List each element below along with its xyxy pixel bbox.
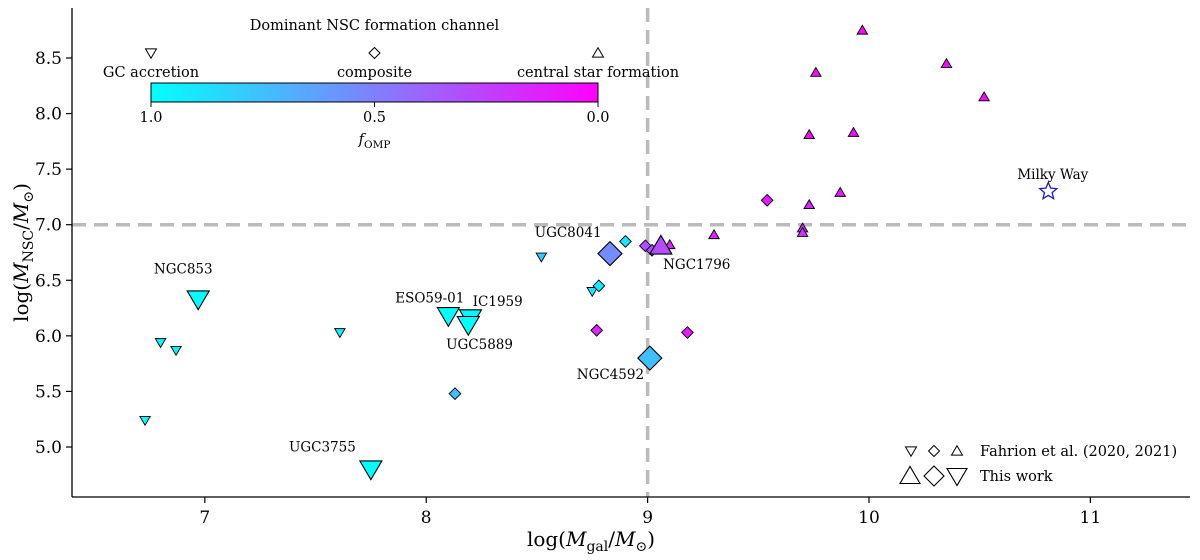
legend-small-marker xyxy=(950,444,964,456)
fahrion-point xyxy=(847,126,860,137)
this-work-point xyxy=(186,290,211,311)
data-points xyxy=(139,24,1059,481)
colorbar-tick-label: 0.5 xyxy=(363,110,386,126)
colorbar-tick-label: 1.0 xyxy=(139,110,162,126)
point-annotation: NGC1796 xyxy=(663,257,730,273)
colorbar-label-main: f xyxy=(358,132,367,148)
y-tick-label: 7.5 xyxy=(35,160,62,180)
milky-way-point xyxy=(1038,180,1059,201)
this-work-point xyxy=(648,234,673,255)
x-axis-label: log(Mgal/M⊙) xyxy=(527,527,655,555)
colorbar-bar xyxy=(150,82,599,103)
x-tick-label: 9 xyxy=(642,508,653,528)
colorbar-label: fOMP xyxy=(358,132,391,151)
point-annotation: UGC5889 xyxy=(446,337,513,353)
fahrion-point xyxy=(708,228,721,240)
channel-label: central star formation xyxy=(517,65,679,81)
y-tick-label: 6.5 xyxy=(35,271,62,291)
channel-label: composite xyxy=(337,65,412,81)
axis-titles: log(Mgal/M⊙)log(MNSC/M⊙) xyxy=(9,183,655,555)
y-tick-label: 7.0 xyxy=(35,216,62,236)
legend-entry-this-work: This work xyxy=(980,469,1053,485)
fahrion-point xyxy=(856,24,869,35)
fahrion-point xyxy=(448,387,462,401)
axes: 7 8 9 10 11 5.0 5.5 6.0 6.5 7.0 7.5 8.0 8.5 xyxy=(35,8,1190,528)
y-axis-label: log(MNSC/M⊙) xyxy=(9,183,37,322)
y-tick-label: 6.0 xyxy=(35,327,62,347)
x-tick-label: 10 xyxy=(858,508,880,528)
channel-marker xyxy=(144,48,158,60)
fahrion-point xyxy=(834,186,847,197)
fahrion-point xyxy=(809,66,822,77)
x-tick-label: 7 xyxy=(199,508,210,528)
x-tick-label: 8 xyxy=(421,508,432,528)
this-work-point xyxy=(637,345,663,371)
point-annotation: UGC8041 xyxy=(535,225,602,241)
fahrion-point xyxy=(586,287,599,298)
this-work-point xyxy=(597,240,623,267)
channel-marker xyxy=(591,46,605,58)
fahrion-point xyxy=(535,252,548,263)
y-tick-label: 8.0 xyxy=(35,105,62,125)
fahrion-point xyxy=(154,338,167,349)
x-axis-label-part: M xyxy=(614,527,636,551)
channel-marker xyxy=(368,46,381,60)
point-annotation: NGC4592 xyxy=(577,367,644,383)
x-axis-label-part: ⊙ xyxy=(636,539,648,555)
x-axis-label-part: / xyxy=(608,527,615,551)
legend-large-marker xyxy=(899,465,921,485)
legend-small-marker xyxy=(904,446,918,458)
fahrion-point xyxy=(940,57,953,68)
x-axis-label-part: gal xyxy=(586,539,608,555)
x-axis-label-part: ) xyxy=(647,527,655,551)
fahrion-point xyxy=(619,234,632,248)
fahrion-point xyxy=(803,198,816,210)
reference-lines xyxy=(72,8,1190,497)
fahrion-point xyxy=(333,328,346,339)
colorbar-label-sub: OMP xyxy=(364,139,390,151)
y-axis-label-part: / xyxy=(9,223,33,230)
this-work-point xyxy=(358,460,383,481)
y-axis-label-part: log( xyxy=(9,283,33,322)
fahrion-point xyxy=(592,279,606,293)
fahrion-point xyxy=(760,193,774,207)
fahrion-point xyxy=(638,239,652,253)
y-axis-label-part: M xyxy=(9,202,33,224)
fahrion-point xyxy=(796,226,809,237)
y-axis-label-part: M xyxy=(9,262,33,284)
legend: Fahrion et al. (2020, 2021) This work xyxy=(899,444,1177,487)
this-work-point xyxy=(456,315,481,337)
y-axis-label-part: NSC xyxy=(21,230,37,263)
fahrion-point xyxy=(978,91,991,102)
legend-entry-fahrion: Fahrion et al. (2020, 2021) xyxy=(980,444,1177,460)
fahrion-point xyxy=(803,128,816,140)
x-axis-label-part: log( xyxy=(527,527,566,551)
colorbar-tick-label: 0.0 xyxy=(586,110,609,126)
point-annotation: IC1959 xyxy=(473,294,523,310)
fahrion-point xyxy=(139,415,152,427)
fahrion-point xyxy=(170,345,183,357)
point-annotation: ESO59-01 xyxy=(395,291,464,307)
y-axis-label-part: ⊙ xyxy=(21,191,37,203)
legend-small-marker xyxy=(927,444,941,458)
x-tick-label: 11 xyxy=(1080,508,1102,528)
this-work-point xyxy=(436,307,461,328)
point-annotation: NGC853 xyxy=(154,262,213,278)
y-tick-label: 8.5 xyxy=(35,49,62,69)
channel-label: GC accretion xyxy=(103,65,199,81)
fahrion-point xyxy=(590,323,604,337)
fahrion-point xyxy=(681,326,694,339)
colorbar-title: Dominant NSC formation channel xyxy=(250,18,500,34)
y-axis-label-part: ) xyxy=(9,183,33,191)
x-axis-label-part: M xyxy=(565,527,587,551)
y-tick-label: 5.0 xyxy=(35,438,62,458)
legend-large-marker xyxy=(946,467,968,487)
legend-large-marker xyxy=(923,465,945,487)
point-annotations: NGC853 UGC3755 ESO59-01 IC1959 UGC5889 UGC804… xyxy=(154,167,1089,455)
point-annotation: Milky Way xyxy=(1017,167,1088,183)
colorbar: Dominant NSC formation channel GC accreti… xyxy=(103,18,679,151)
point-annotation: UGC3755 xyxy=(289,439,356,455)
y-tick-label: 5.5 xyxy=(35,382,62,402)
